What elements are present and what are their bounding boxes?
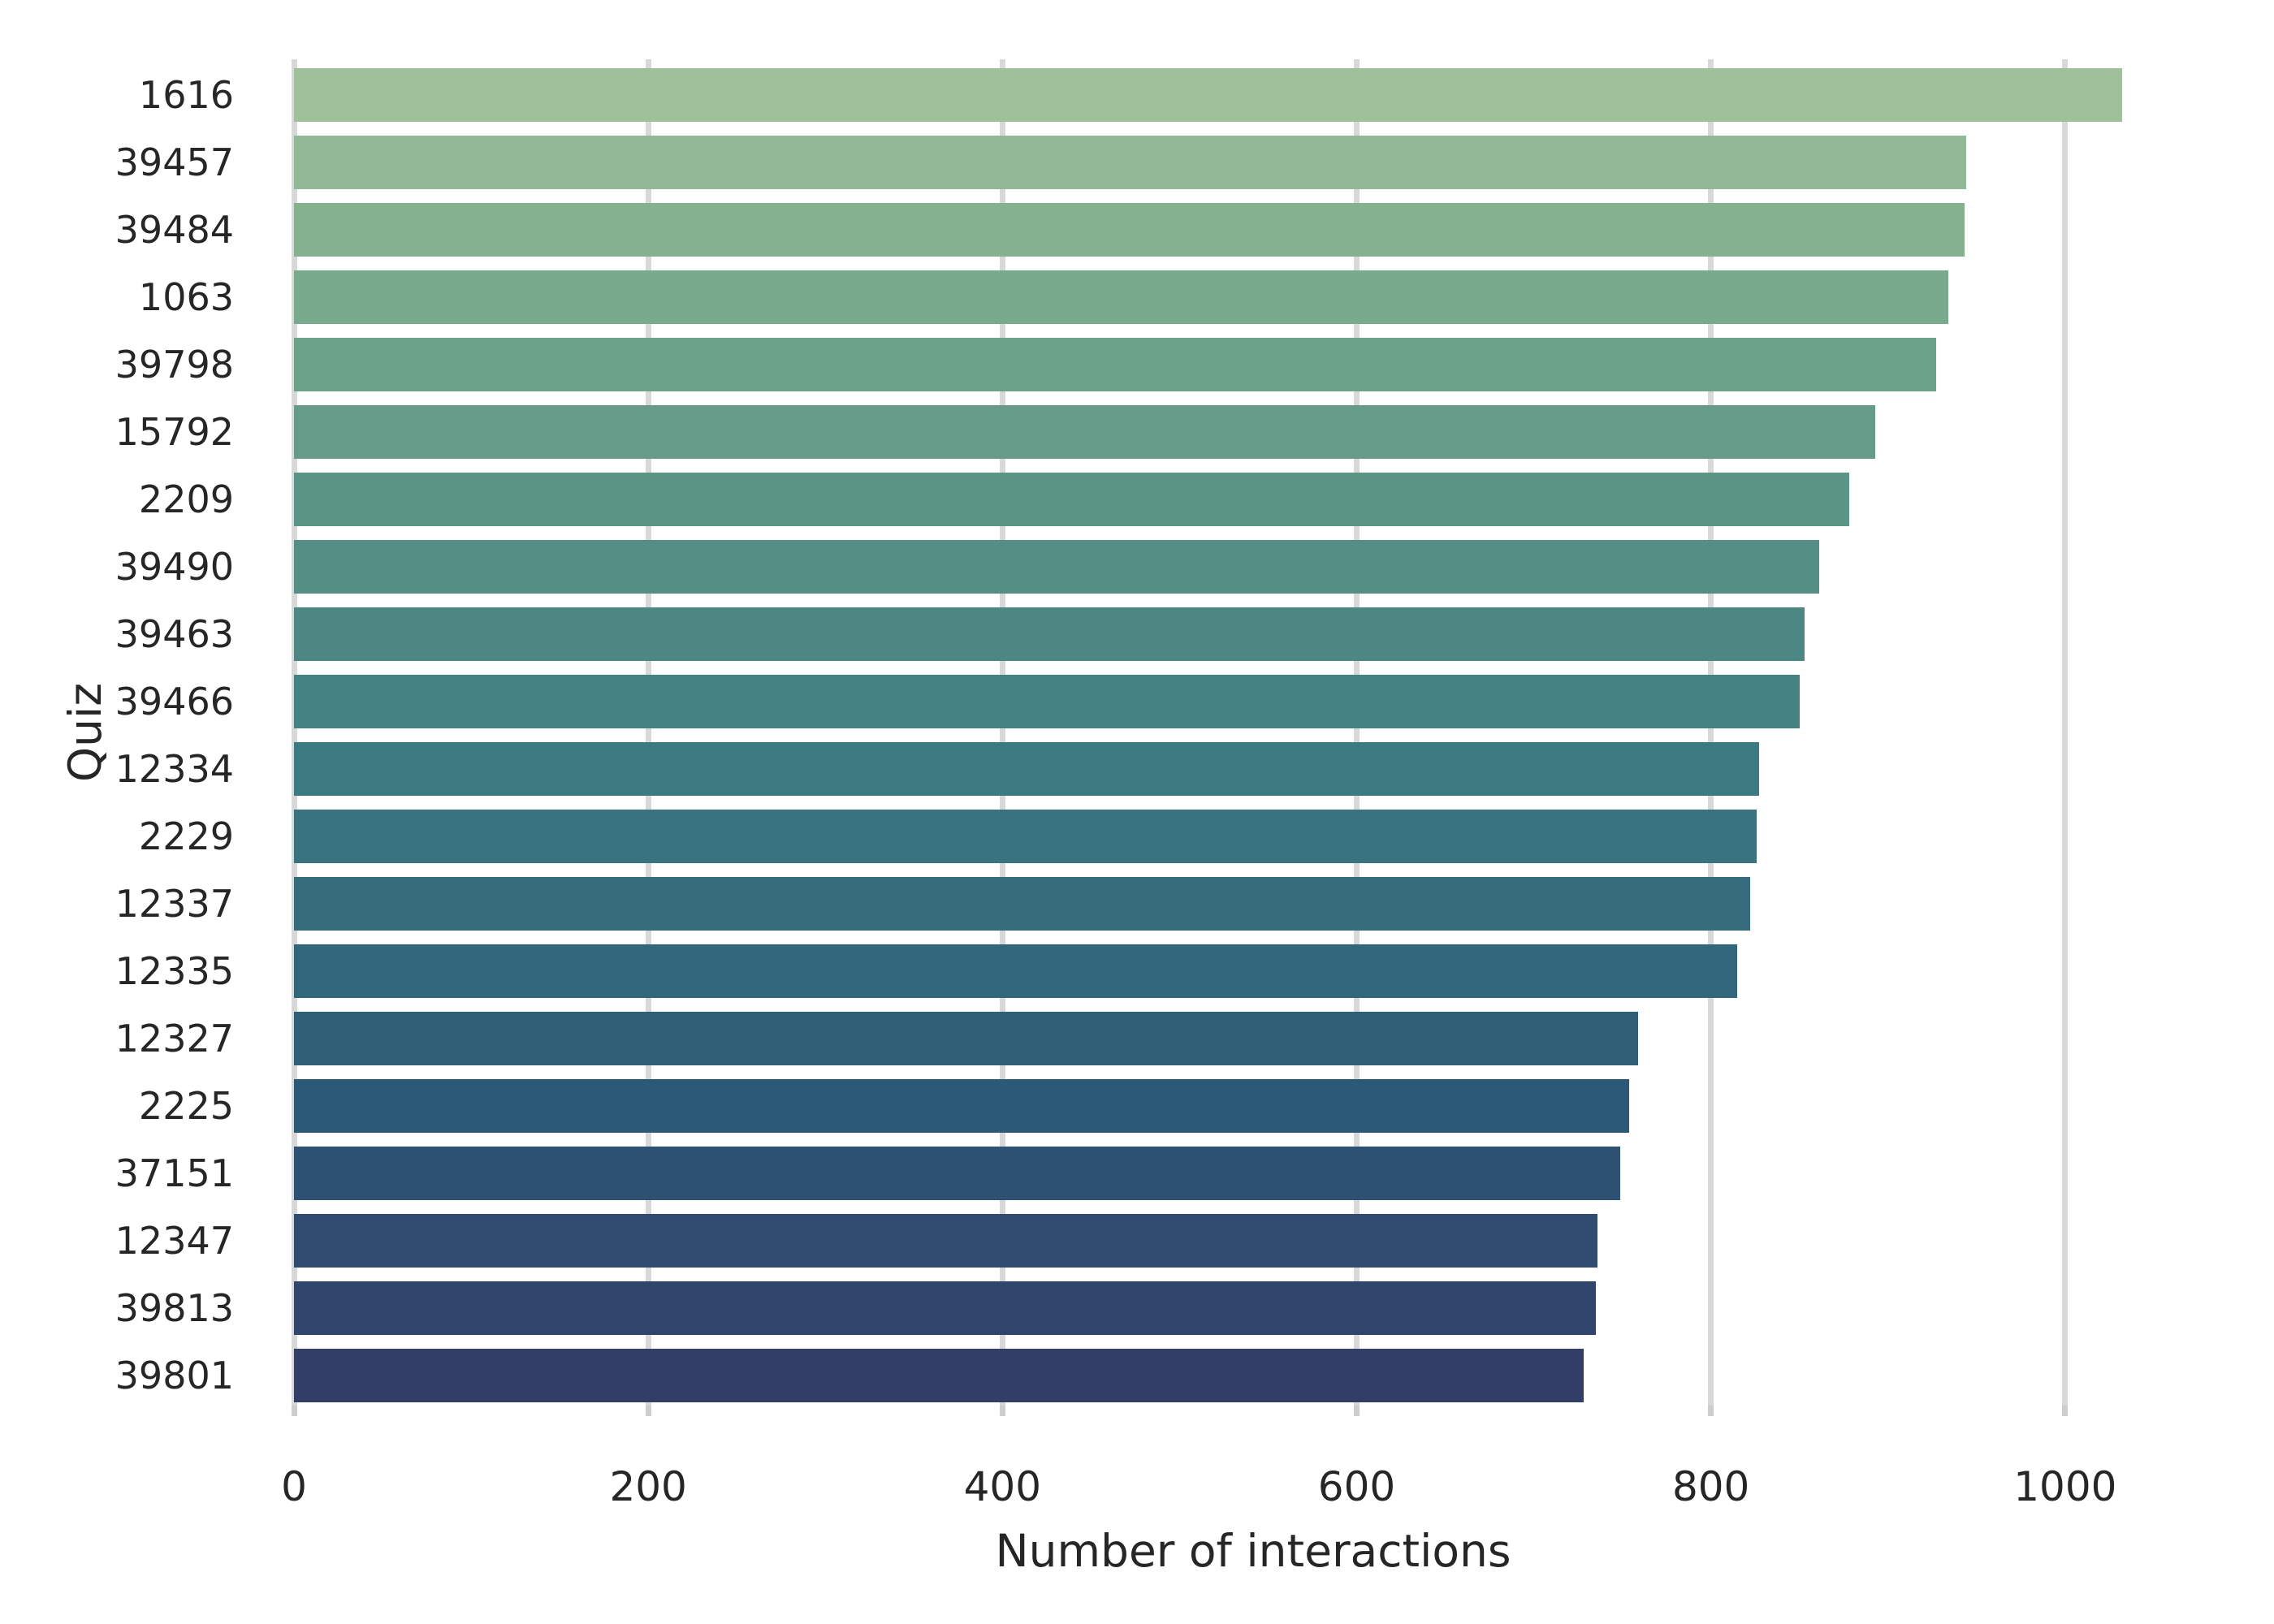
bar-15792 — [294, 405, 1876, 459]
gridline-x-200 — [645, 59, 651, 1406]
x-tick-label-400: 400 — [963, 1463, 1042, 1510]
bar-39801 — [294, 1349, 1584, 1402]
bar-37151 — [294, 1147, 1621, 1200]
bar-39463 — [294, 607, 1805, 661]
bar-1063 — [294, 270, 1948, 324]
x-tick-label-0: 0 — [281, 1463, 307, 1510]
bar-39484 — [294, 203, 1965, 257]
x-tick-mark-0 — [291, 1406, 297, 1416]
gridline-x-600 — [1353, 59, 1360, 1406]
y-tick-label-12334: 12334 — [115, 747, 234, 791]
y-tick-label-39457: 39457 — [115, 140, 234, 184]
y-tick-label-39490: 39490 — [115, 545, 234, 589]
y-tick-label-39801: 39801 — [115, 1354, 234, 1397]
x-tick-mark-400 — [999, 1406, 1005, 1416]
bar-12347 — [294, 1214, 1598, 1268]
y-tick-label-39466: 39466 — [115, 680, 234, 723]
y-tick-label-1063: 1063 — [138, 275, 234, 319]
bar-39457 — [294, 136, 1966, 189]
gridline-x-800 — [1708, 59, 1714, 1406]
gridline-x-0 — [291, 59, 297, 1406]
x-tick-label-1000: 1000 — [2013, 1463, 2117, 1510]
bar-39813 — [294, 1281, 1596, 1335]
y-tick-label-39798: 39798 — [115, 343, 234, 387]
gridline-x-1000 — [2062, 59, 2069, 1406]
y-tick-label-37151: 37151 — [115, 1151, 234, 1195]
y-tick-label-2229: 2229 — [138, 814, 234, 858]
bar-2229 — [294, 810, 1757, 863]
x-tick-label-600: 600 — [1317, 1463, 1396, 1510]
y-tick-label-39463: 39463 — [115, 612, 234, 656]
y-tick-label-2209: 2209 — [138, 477, 234, 521]
y-tick-label-2225: 2225 — [138, 1084, 234, 1128]
y-tick-label-1616: 1616 — [138, 73, 234, 117]
x-axis-title: Number of interactions — [995, 1525, 1511, 1577]
y-tick-label-12327: 12327 — [115, 1017, 234, 1060]
x-tick-mark-800 — [1708, 1406, 1714, 1416]
y-axis-title: Quiz — [59, 682, 111, 783]
x-tick-mark-1000 — [2062, 1406, 2069, 1416]
x-tick-label-800: 800 — [1671, 1463, 1750, 1510]
bar-39466 — [294, 675, 1800, 728]
bar-39490 — [294, 540, 1819, 594]
y-tick-label-39484: 39484 — [115, 208, 234, 252]
bar-12337 — [294, 877, 1750, 931]
bar-12334 — [294, 742, 1759, 796]
x-tick-label-200: 200 — [609, 1463, 687, 1510]
y-tick-label-12347: 12347 — [115, 1219, 234, 1263]
x-tick-mark-600 — [1353, 1406, 1360, 1416]
y-tick-label-15792: 15792 — [115, 410, 234, 454]
y-tick-label-39813: 39813 — [115, 1286, 234, 1330]
bar-1616 — [294, 68, 2122, 122]
x-tick-mark-200 — [645, 1406, 651, 1416]
gridline-x-400 — [999, 59, 1005, 1406]
bar-2209 — [294, 473, 1849, 526]
y-tick-label-12335: 12335 — [115, 949, 234, 993]
y-tick-label-12337: 12337 — [115, 882, 234, 926]
bar-12327 — [294, 1012, 1639, 1065]
bar-2225 — [294, 1079, 1630, 1133]
bar-39798 — [294, 338, 1936, 391]
bar-12335 — [294, 944, 1738, 998]
